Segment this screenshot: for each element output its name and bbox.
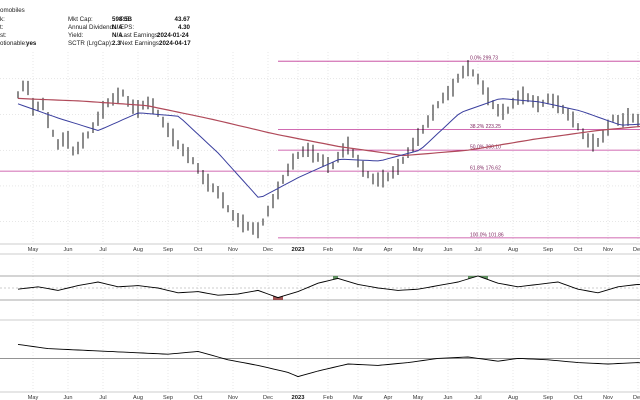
header-right-label-1: EPS:: [120, 24, 134, 31]
x-tick-label: Jul: [99, 395, 106, 400]
x-tick-label: Aug: [508, 395, 518, 400]
osc-overbought-fill: [333, 276, 338, 280]
x-tick-label: Jul: [474, 395, 481, 400]
header-mid-value: N/A: [112, 32, 123, 39]
x-axis: May Jun Jul Aug Sep Oct Nov Dec 2023 Feb Mar Apr May…: [28, 247, 640, 253]
header-left-label: otionable:: [0, 40, 27, 47]
x-tick-label: Oct: [574, 395, 583, 400]
header-left-label: k:: [0, 16, 5, 23]
x-tick-label: May: [28, 247, 39, 253]
fib-level-label: 38.2% 223.25: [470, 124, 501, 130]
header-mid-label: Mkt Cap:: [68, 16, 93, 23]
header-row-2: st: Yield: N/A: [0, 32, 123, 39]
fib-level-label: 0.0% 299.73: [470, 56, 498, 62]
x-tick-label: Sep: [543, 247, 553, 253]
x-tick-label: Nov: [228, 395, 238, 400]
chart-header: omobiles k: Mkt Cap: 598.5B t: Annual Di…: [0, 7, 191, 47]
x-axis-bottom: May Jun Jul Aug Sep Oct Nov Dec 2023 Feb Mar Apr May…: [28, 395, 640, 400]
x-tick-label: Jun: [63, 395, 72, 400]
x-tick-label: Mar: [353, 247, 363, 253]
header-left-value: yes: [26, 40, 37, 47]
x-tick-label: Oct: [574, 247, 583, 253]
x-tick-label: Sep: [163, 395, 173, 400]
x-tick-label: Dec: [263, 247, 273, 253]
x-tick-label: Nov: [228, 247, 238, 253]
x-tick-label: 2023: [292, 247, 306, 253]
x-tick-label: Feb: [323, 395, 333, 400]
x-tick-label: Jun: [443, 247, 452, 253]
x-tick-label: Aug: [133, 395, 143, 400]
header-right-label-2: Last Earnings:: [120, 32, 160, 39]
x-tick-label: Jun: [63, 247, 72, 253]
x-tick-label: Feb: [323, 247, 333, 253]
x-tick-label: Oct: [194, 395, 203, 400]
osc-oversold-fill: [273, 295, 278, 300]
x-tick-label: 2023: [292, 395, 306, 400]
x-tick-label: Nov: [603, 247, 613, 253]
x-tick-label: Dec: [633, 395, 640, 400]
x-tick-label: Sep: [163, 247, 173, 253]
header-mid-value: N/A: [112, 24, 123, 31]
header-mid-label: SCTR (LrgCap):: [68, 40, 113, 47]
x-tick-label: Aug: [508, 247, 518, 253]
header-right-column: P/E: 43.67 EPS: 4.30 Last Earnings: 2024…: [120, 16, 191, 47]
header-right-value-1: 4.30: [178, 24, 191, 31]
ma-50-line: [17, 98, 640, 198]
header-left-label: st:: [0, 32, 7, 39]
header-right-value-2: 2024-01-24: [157, 32, 189, 39]
x-tick-label: Apr: [384, 395, 393, 400]
x-tick-label: Aug: [133, 247, 143, 253]
oscillator-line: [17, 275, 640, 299]
header-right-label-0: P/E:: [120, 16, 132, 23]
x-tick-label: Dec: [263, 395, 273, 400]
x-tick-label: May: [413, 247, 424, 253]
x-tick-label: Nov: [603, 395, 613, 400]
header-right-label-3: Next Earnings:: [120, 40, 161, 47]
header-left-label: t:: [0, 24, 4, 31]
x-tick-label: Jul: [474, 247, 481, 253]
fib-level-label: 61.8% 176.62: [470, 166, 501, 172]
header-row-0: k: Mkt Cap: 598.5B: [0, 16, 132, 23]
x-tick-label: Sep: [543, 395, 553, 400]
x-tick-label: Jul: [99, 247, 106, 253]
fib-level-label: 100.0% 101.86: [470, 232, 504, 238]
ma-200-line: [17, 97, 640, 157]
header-mid-label: Yield:: [68, 32, 84, 39]
x-tick-label: Dec: [633, 247, 640, 253]
x-tick-label: May: [413, 395, 424, 400]
x-tick-label: Jun: [443, 395, 452, 400]
oscillator-panel: [0, 253, 640, 321]
header-right-value-0: 43.67: [175, 16, 191, 23]
x-tick-label: Oct: [194, 247, 203, 253]
header-row-1: t: Annual Dividend: N/A: [0, 24, 123, 31]
x-tick-label: Mar: [353, 395, 363, 400]
header-right-value-3: 2024-04-17: [159, 40, 191, 47]
header-mid-label: Annual Dividend:: [68, 24, 115, 31]
osc-oversold-fill: [278, 296, 283, 300]
x-tick-label: May: [28, 395, 39, 400]
header-mid-value: 2.3: [112, 40, 121, 47]
header-row-3: otionable: yes SCTR (LrgCap): 2.3: [0, 40, 121, 47]
price-bars: [17, 60, 639, 239]
relative-line: [17, 343, 640, 378]
x-tick-label: Apr: [384, 247, 393, 253]
header-title: omobiles: [0, 7, 25, 14]
relative-strength-panel: [0, 322, 640, 393]
header-mid-value: 598.5B: [112, 16, 132, 23]
